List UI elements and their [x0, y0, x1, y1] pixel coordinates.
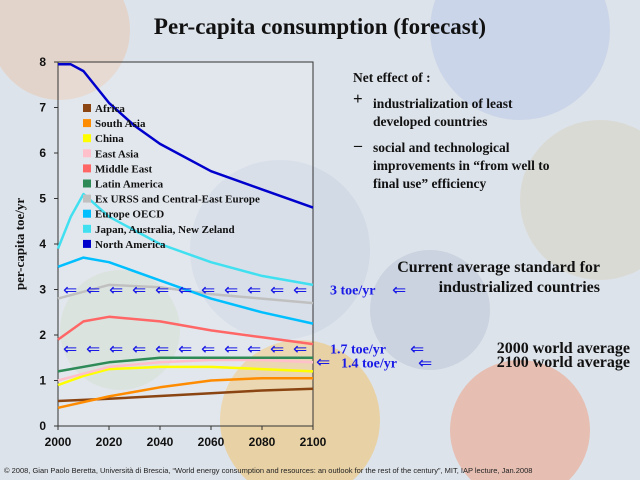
reference-arrow: ⇐ — [418, 353, 432, 373]
reference-arrow: ⇐ — [201, 281, 215, 301]
series-line-north-america — [58, 63, 314, 209]
y-tick-label: 2 — [39, 328, 46, 342]
reference-arrow: ⇐ — [132, 281, 146, 301]
reference-arrow: ⇐ — [109, 281, 123, 301]
legend-label: Africa — [95, 103, 125, 115]
legend-swatch — [83, 239, 91, 248]
legend-swatch — [83, 104, 91, 112]
reference-level-label: 1.4 toe/yr — [341, 356, 397, 371]
world-avg-2000-label: 2000 world average — [496, 340, 630, 357]
legend-swatch — [83, 119, 91, 128]
reference-level-label: 1.7 toe/yr — [330, 343, 386, 358]
legend-label: Ex URSS and Central-East Europe — [95, 194, 260, 206]
y-tick-label: 4 — [39, 237, 46, 251]
legend-swatch — [83, 164, 91, 173]
legend-label: Japan, Australia, New Zeland — [95, 224, 235, 236]
x-tick-label: 2100 — [300, 435, 327, 449]
reference-arrow: ⇐ — [86, 340, 100, 360]
series-line-south-asia — [57, 376, 313, 410]
reference-level-label: 3 toe/yr — [330, 284, 375, 299]
reference-arrow: ⇐ — [316, 352, 330, 372]
reference-arrow: ⇐ — [224, 281, 238, 301]
reference-arrow: ⇐ — [178, 281, 192, 301]
y-tick-label: 6 — [39, 146, 46, 160]
legend-swatch — [83, 224, 91, 233]
y-tick-label: 5 — [39, 192, 46, 206]
x-tick-label: 2060 — [198, 435, 225, 449]
y-tick-label: 0 — [39, 419, 46, 433]
legend-label: Europe OECD — [95, 209, 164, 221]
legend-swatch — [83, 149, 91, 158]
legend-label: Middle East — [95, 163, 152, 175]
reference-arrow: ⇐ — [293, 340, 307, 360]
y-tick-label: 7 — [39, 101, 46, 115]
reference-arrow: ⇐ — [109, 340, 123, 360]
reference-arrow: ⇐ — [392, 281, 406, 301]
plus-symbol: + — [353, 89, 363, 108]
industrialized-label: Current average standard for industriali… — [397, 259, 600, 296]
x-tick-label: 2040 — [147, 435, 174, 449]
series-line-europe-oecd — [57, 256, 314, 325]
series-line-china — [57, 365, 314, 387]
y-tick-label: 1 — [39, 374, 46, 388]
reference-arrow: ⇐ — [178, 340, 192, 360]
y-tick-label: 8 — [39, 55, 46, 69]
series-line-middle-east — [57, 315, 314, 346]
y-axis-label: per-capita toe/yr — [12, 198, 27, 291]
legend-swatch — [83, 179, 91, 188]
x-tick-label: 2000 — [45, 435, 72, 449]
reference-arrow: ⇐ — [155, 340, 169, 360]
legend-label: South Asia — [95, 118, 146, 130]
series-line-japan-australia-new-zeland — [56, 192, 314, 287]
reference-arrow: ⇐ — [293, 281, 307, 301]
minus-symbol: – — [354, 137, 362, 154]
series-line-east-asia — [57, 358, 314, 382]
reference-arrow: ⇐ — [155, 281, 169, 301]
reference-arrow: ⇐ — [63, 281, 77, 301]
reference-arrow: ⇐ — [270, 281, 284, 301]
reference-arrow: ⇐ — [410, 340, 424, 360]
x-tick-label: 2080 — [249, 435, 276, 449]
legend-label: East Asia — [95, 148, 139, 160]
legend-swatch — [83, 209, 91, 218]
footer-citation: © 2008, Gian Paolo Beretta, Università d… — [4, 466, 533, 475]
page-title: Per-capita consumption (forecast) — [153, 14, 487, 39]
reference-arrow: ⇐ — [270, 340, 284, 360]
legend-swatch — [83, 194, 91, 203]
notes-heading: Net effect of : — [353, 70, 431, 85]
y-tick-label: 3 — [39, 283, 46, 297]
reference-arrow: ⇐ — [247, 281, 261, 301]
x-tick-label: 2020 — [96, 435, 123, 449]
reference-arrow: ⇐ — [63, 340, 77, 360]
minus-text: social and technological improvements in… — [373, 140, 550, 191]
legend-label: China — [95, 133, 124, 145]
legend-label: Latin America — [95, 179, 164, 191]
reference-arrow: ⇐ — [247, 340, 261, 360]
legend-label: North America — [95, 239, 166, 251]
reference-arrow: ⇐ — [86, 281, 100, 301]
plus-text: industrialization of least developed cou… — [373, 96, 513, 129]
reference-arrow: ⇐ — [201, 340, 215, 360]
plot-area — [57, 61, 314, 427]
legend-swatch — [83, 134, 91, 143]
world-avg-2100-label: 2100 world average — [496, 354, 630, 371]
reference-arrow: ⇐ — [132, 340, 146, 360]
reference-arrow: ⇐ — [224, 340, 238, 360]
series-line-latin-america — [57, 356, 313, 373]
